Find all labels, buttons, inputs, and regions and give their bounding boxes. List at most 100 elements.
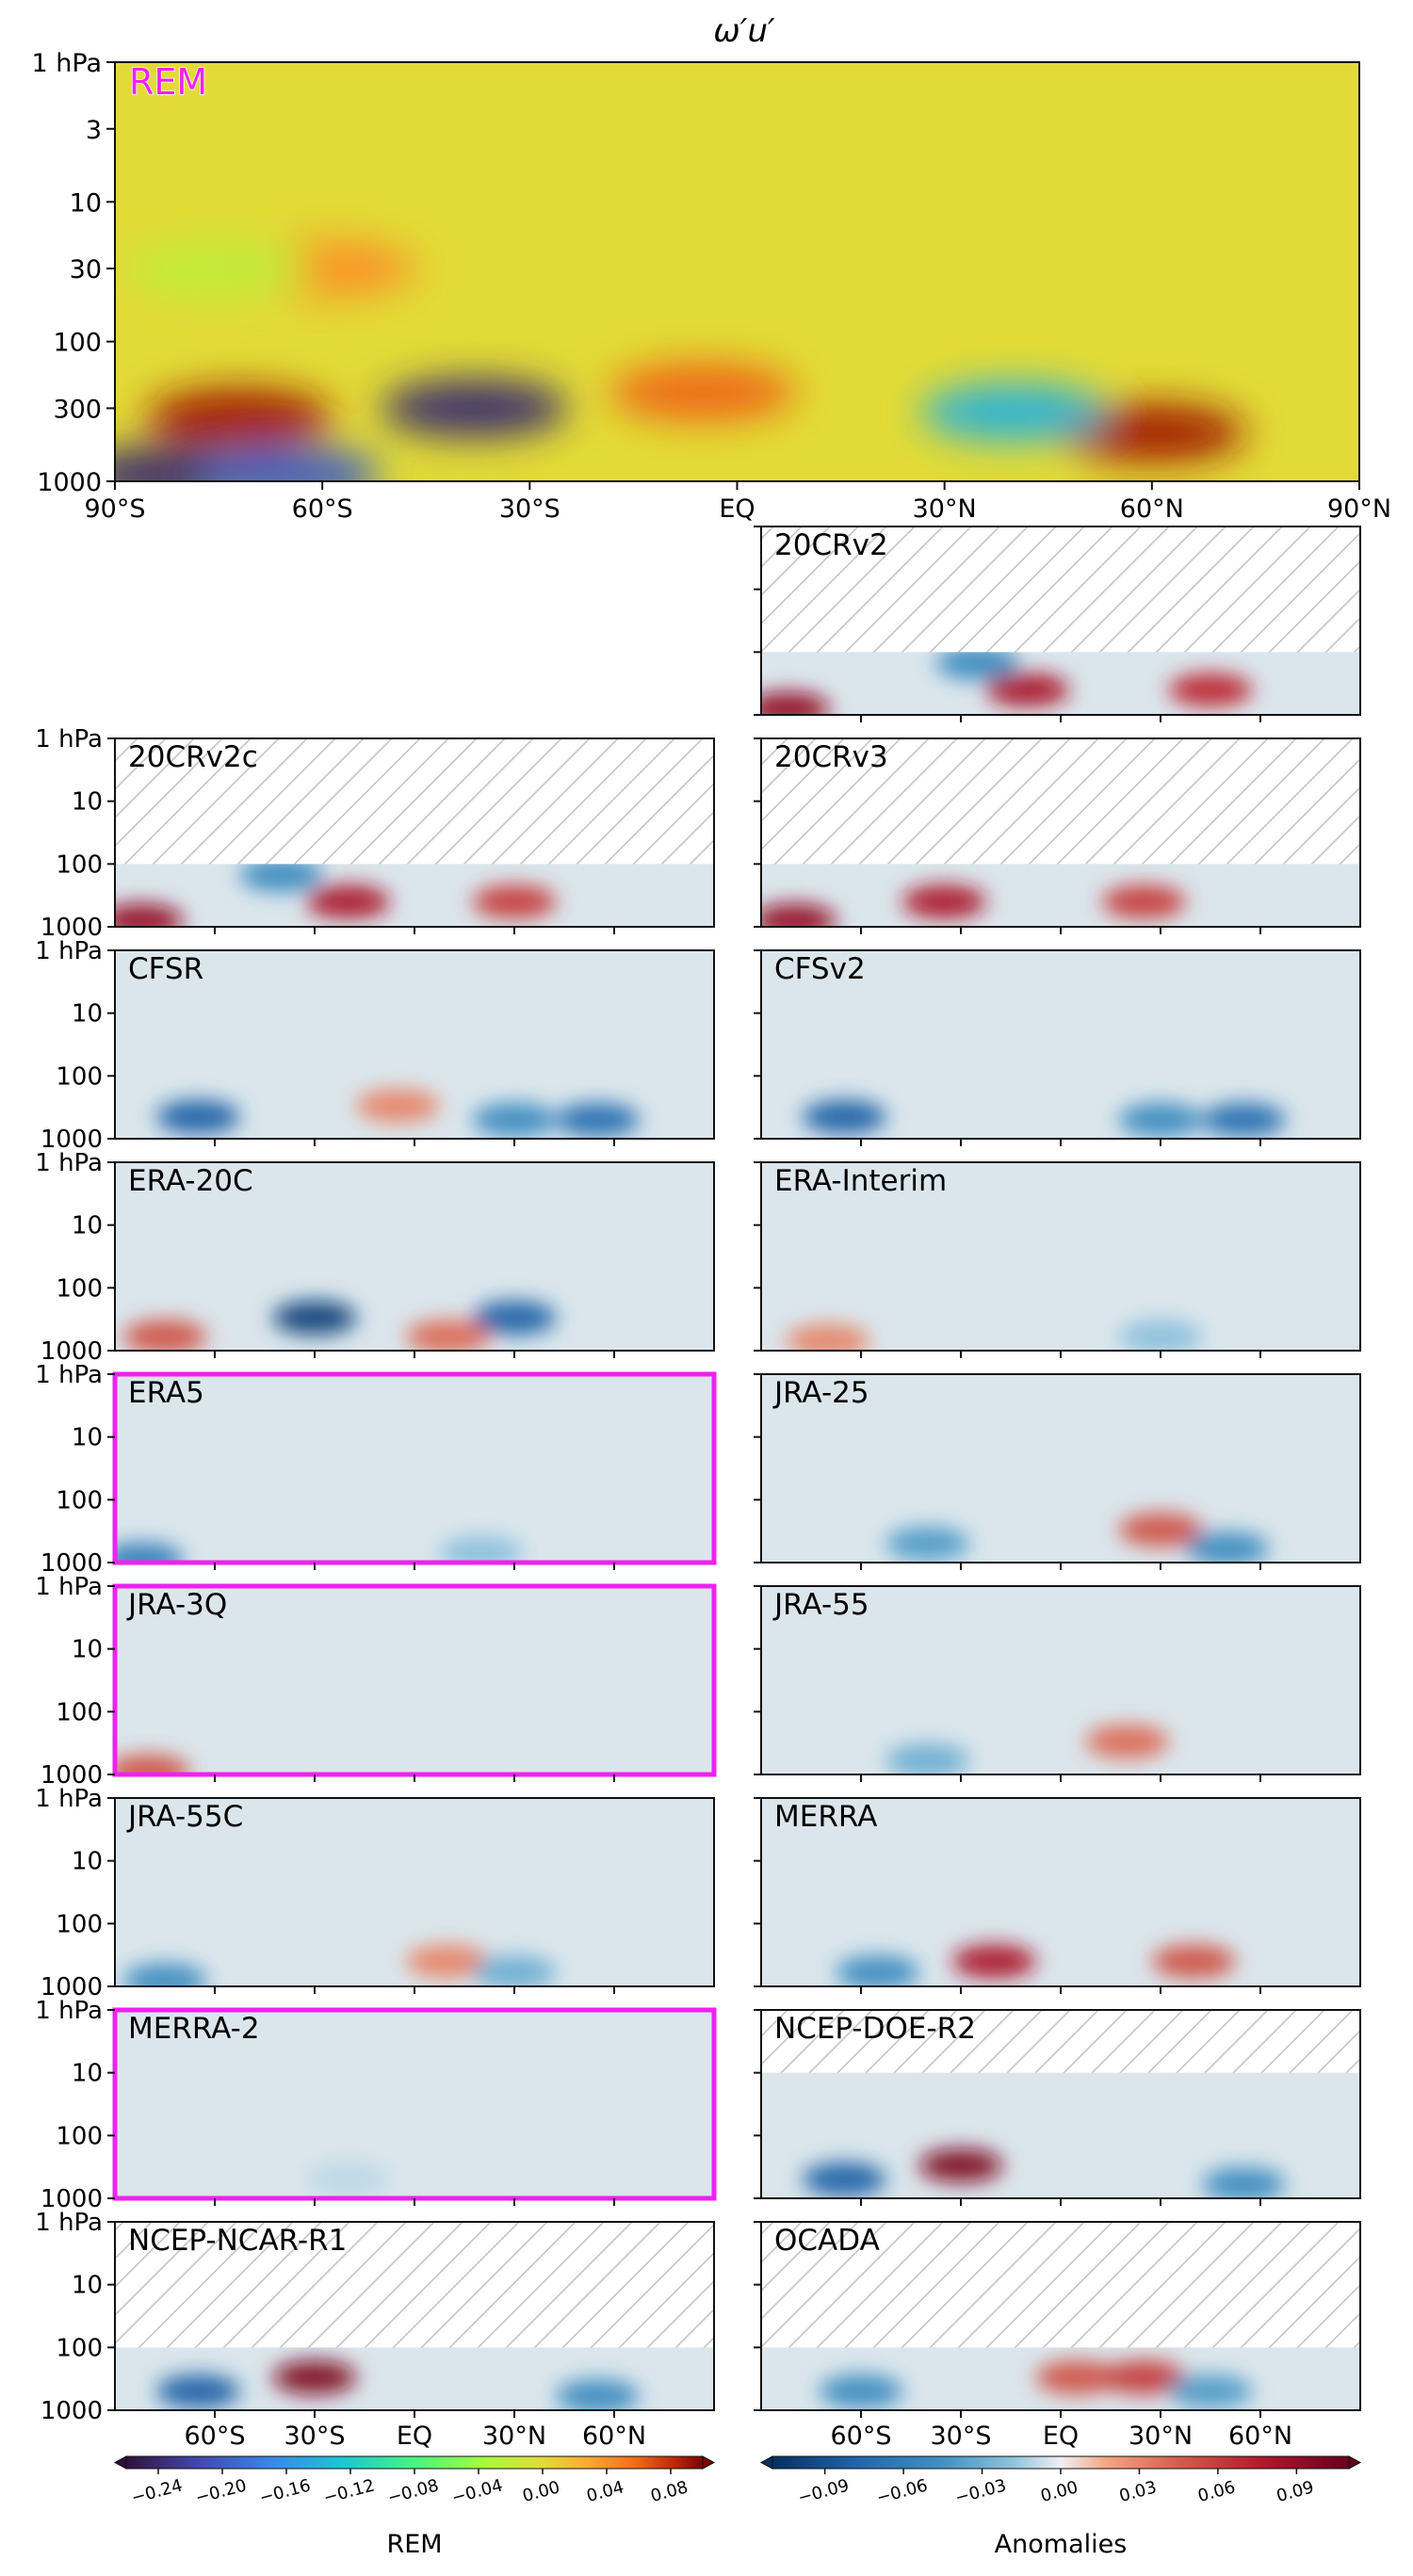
contour-feature xyxy=(146,388,333,447)
colorbar-tick-label: −0.04 xyxy=(449,2475,505,2508)
y-tick-label: 100 xyxy=(56,1486,103,1515)
colorbar-tick-label: 0.03 xyxy=(1117,2477,1159,2506)
contour-feature xyxy=(405,1944,490,1979)
contour-feature xyxy=(272,1301,357,1336)
contour-feature xyxy=(885,1743,970,1774)
y-tick-label: 1 hPa xyxy=(35,1573,103,1601)
y-tick-label: 100 xyxy=(56,2122,103,2150)
y-tick-label: 100 xyxy=(56,2334,103,2362)
contour-feature xyxy=(819,2373,903,2408)
contour-feature xyxy=(155,2373,240,2408)
panel-label: 20CRv2c xyxy=(128,740,258,774)
panel-jra-55: JRA-55 xyxy=(754,1585,1361,1782)
panel-background xyxy=(115,1586,714,1774)
y-tick-label: 1000 xyxy=(37,468,102,497)
contour-feature xyxy=(155,1099,240,1134)
figure-title: ω′u′ xyxy=(713,12,775,50)
x-tick-label: 60°N xyxy=(1228,2422,1292,2451)
missing-data-hatch xyxy=(761,738,1360,865)
contour-feature xyxy=(1035,2360,1120,2395)
x-tick-label: 60°S xyxy=(292,494,353,524)
panel-label: JRA-3Q xyxy=(126,1588,227,1622)
contour-feature xyxy=(472,884,557,919)
panel-20crv2c: 20CRv2c 1 hPa 10 100 1000 xyxy=(35,725,715,942)
panel-jra-55c: JRA-55C 1 hPa 10 100 1000 xyxy=(35,1785,715,2001)
y-tick-label: 10 xyxy=(72,2060,103,2088)
contour-feature xyxy=(122,1320,207,1351)
contour-feature xyxy=(609,363,796,422)
panel-merra-2: MERRA-2 1 hPa 10 100 1000 xyxy=(35,1997,717,2213)
x-tick-label: 30°N xyxy=(1129,2422,1193,2451)
y-tick-label: 1 hPa xyxy=(35,725,103,753)
contour-feature xyxy=(355,1089,440,1124)
missing-data-hatch xyxy=(761,2222,1360,2348)
colorbar-min-extend xyxy=(759,2455,773,2470)
y-tick-label: 1000 xyxy=(41,1337,103,1366)
contour-feature xyxy=(115,1542,184,1563)
contour-feature xyxy=(194,446,382,481)
contour-feature xyxy=(985,672,1070,707)
x-tick-label: EQ xyxy=(397,2422,432,2451)
contour-feature xyxy=(1168,2373,1253,2408)
panel-background xyxy=(115,1162,714,1351)
panel-20crv3: 20CRv3 xyxy=(754,737,1361,934)
y-tick-label: 1000 xyxy=(41,914,103,942)
y-tick-label: 100 xyxy=(56,1274,103,1303)
panel-label: NCEP-DOE-R2 xyxy=(774,2012,976,2046)
panel-jra-3q: JRA-3Q 1 hPa 10 100 1000 xyxy=(35,1573,717,1790)
contour-feature xyxy=(1118,1320,1203,1351)
y-tick-label: 1 hPa xyxy=(32,49,103,78)
anomaly-panels: 20CRv2 20CRv2c 1 hPa 10 100 1000 20CRv3 CFSR 1 h… xyxy=(35,526,1361,2451)
y-tick-label: 10 xyxy=(72,1212,103,1240)
panel-cfsr: CFSR 1 hPa 10 100 1000 xyxy=(35,937,715,1154)
y-tick-label: 1 hPa xyxy=(35,2209,103,2237)
x-tick-label: EQ xyxy=(719,494,755,524)
y-tick-label: 100 xyxy=(56,1698,103,1726)
contour-feature xyxy=(122,1963,207,1986)
contour-feature xyxy=(405,1320,490,1351)
contour-feature xyxy=(1118,1513,1203,1547)
y-tick-label: 100 xyxy=(56,851,103,879)
colorbar-tick-label: −0.12 xyxy=(321,2475,377,2508)
x-tick-label: 90°S xyxy=(85,494,146,524)
panel-label: JRA-55C xyxy=(126,1800,243,1834)
contour-feature xyxy=(239,858,324,893)
y-tick-label: 100 xyxy=(53,329,102,358)
contour-feature xyxy=(1151,1944,1236,1979)
y-tick-label: 1 hPa xyxy=(35,1997,103,2025)
contour-feature xyxy=(555,1102,640,1137)
contour-feature xyxy=(901,884,986,919)
colorbar-tick-label: −0.03 xyxy=(953,2475,1009,2508)
panel-background xyxy=(761,1798,1360,1986)
panel-label: MERRA xyxy=(774,1800,877,1834)
y-tick-label: 10 xyxy=(72,1000,103,1029)
y-tick-label: 10 xyxy=(72,1424,103,1452)
colorbar-anomalies: −0.09 −0.06 −0.03 0.00 0.03 0.06 0.09 Anomalies xyxy=(759,2455,1362,2559)
contour-feature xyxy=(885,1526,970,1561)
contour-feature xyxy=(1185,1531,1270,1563)
contour-feature xyxy=(381,379,568,438)
colorbar-max-extend xyxy=(702,2455,716,2470)
y-tick-label: 1000 xyxy=(41,1973,103,2001)
contour-feature xyxy=(555,2379,640,2410)
contour-feature xyxy=(951,1944,1036,1979)
panel-label: CFSR xyxy=(128,952,203,986)
contour-feature xyxy=(305,884,390,919)
panel-ocada: OCADA 60°S 30°S EQ 30°N 60°N xyxy=(754,2221,1361,2451)
y-tick-label: 1000 xyxy=(41,1761,103,1790)
y-tick-label: 10 xyxy=(72,2272,103,2300)
panel-label: 20CRv2 xyxy=(774,528,888,562)
panel-background xyxy=(115,1374,714,1563)
contour-feature xyxy=(1201,2167,1286,2198)
y-tick-label: 1000 xyxy=(41,2185,103,2213)
contour-feature xyxy=(472,1301,557,1336)
contour-feature xyxy=(1085,1725,1170,1759)
contour-feature xyxy=(439,1535,524,1563)
contour-feature xyxy=(802,1099,886,1134)
colorbar-tick-label: 0.06 xyxy=(1195,2477,1237,2506)
contour-feature xyxy=(1118,1102,1203,1137)
panel-ncep-doe-r2: NCEP-DOE-R2 xyxy=(754,2009,1361,2206)
panel-merra: MERRA xyxy=(754,1797,1361,1994)
colorbar-tick-label: −0.24 xyxy=(129,2475,185,2508)
